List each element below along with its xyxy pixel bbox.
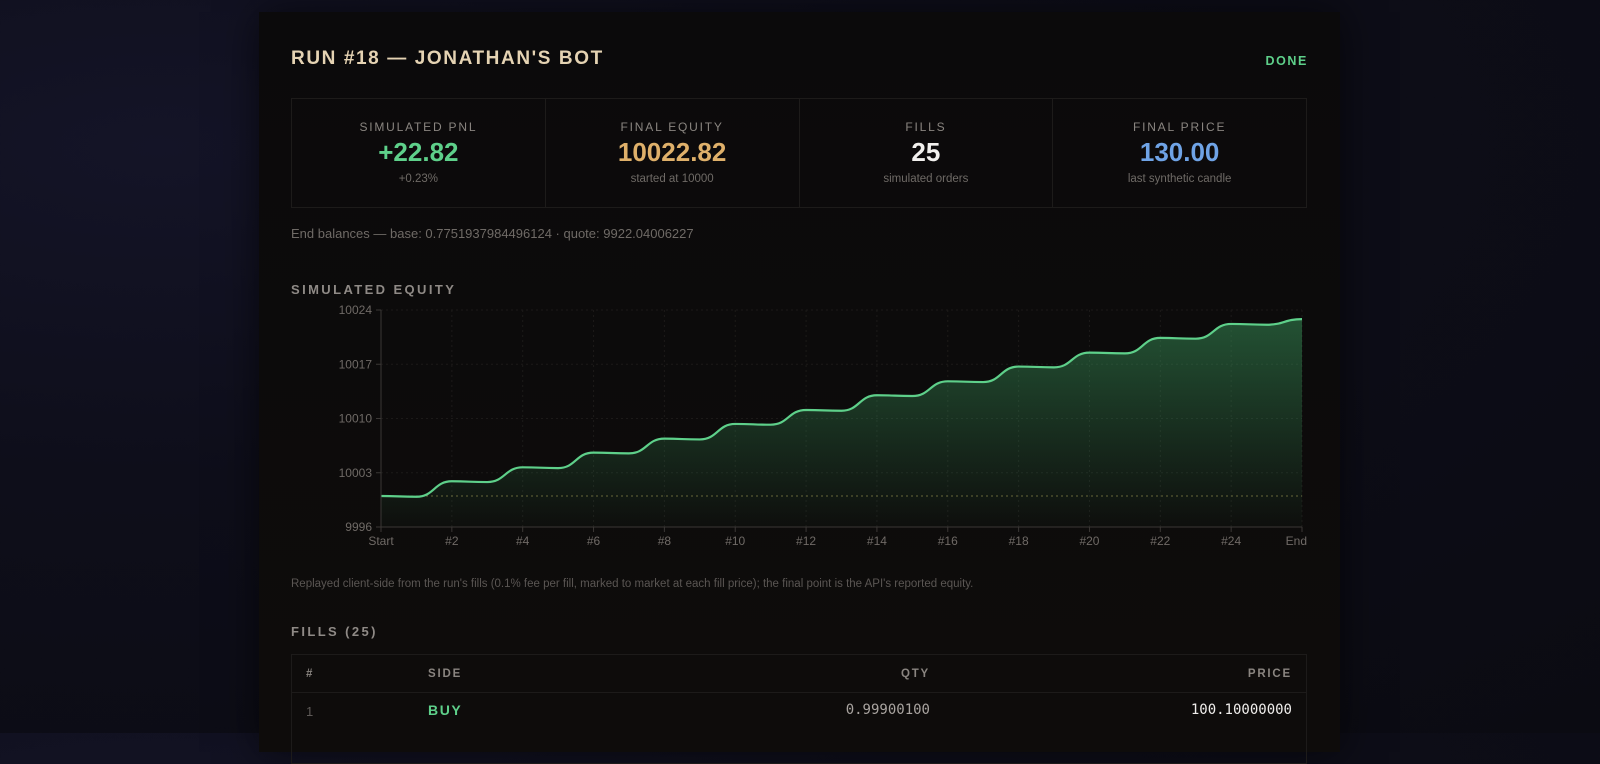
header-divider bbox=[292, 692, 1306, 693]
y-tick-label: 9996 bbox=[345, 520, 372, 534]
x-tick-label: #22 bbox=[1150, 534, 1170, 548]
x-tick-label: Start bbox=[368, 534, 394, 548]
row-index: 1 bbox=[306, 704, 314, 719]
equity-line bbox=[380, 318, 1303, 498]
stat-value: 25 bbox=[911, 137, 941, 167]
stat-label: FINAL EQUITY bbox=[620, 120, 724, 134]
x-tick-label: #16 bbox=[938, 534, 958, 548]
x-tick-label: #12 bbox=[796, 534, 816, 548]
stat-value: 10022.82 bbox=[617, 137, 727, 167]
x-tick-label: #4 bbox=[516, 534, 530, 548]
column-header-qty: QTY bbox=[900, 668, 930, 680]
stat-label: FINAL PRICE bbox=[1132, 120, 1227, 134]
row-side: BUY bbox=[428, 702, 463, 718]
stat-pnl: SIMULATED PNL +22.82 +0.23% bbox=[292, 99, 546, 207]
equity-area bbox=[381, 319, 1302, 527]
stat-value: 130.00 bbox=[1139, 137, 1220, 167]
run-panel: RUN #18 — JONATHAN'S BOT DONE SIMULATED … bbox=[259, 12, 1340, 764]
x-tick-label: #14 bbox=[867, 534, 887, 548]
stat-sub: simulated orders bbox=[883, 173, 969, 185]
y-tick-label: 10017 bbox=[339, 357, 373, 371]
column-header-price: PRICE bbox=[1247, 668, 1292, 680]
x-tick-label: #18 bbox=[1009, 534, 1029, 548]
row-qty: 0.99900100 bbox=[845, 702, 930, 718]
stat-final-equity: FINAL EQUITY 10022.82 started at 10000 bbox=[546, 99, 800, 207]
fills-section-title: FILLS (25) bbox=[291, 624, 378, 639]
x-tick-label: #10 bbox=[725, 534, 745, 548]
x-tick-label: #24 bbox=[1221, 534, 1241, 548]
x-tick-label: #2 bbox=[445, 534, 459, 548]
stat-sub: last synthetic candle bbox=[1127, 173, 1232, 185]
stat-label: SIMULATED PNL bbox=[359, 120, 478, 134]
stat-label: FILLS bbox=[905, 120, 947, 134]
stat-sub: started at 10000 bbox=[630, 173, 714, 185]
stat-fills: FILLS 25 simulated orders bbox=[800, 99, 1054, 207]
status-badge: DONE bbox=[1265, 54, 1308, 68]
x-tick-label: #20 bbox=[1079, 534, 1099, 548]
stats-grid: SIMULATED PNL +22.82 +0.23% FINAL EQUITY… bbox=[291, 98, 1307, 208]
equity-section-title: SIMULATED EQUITY bbox=[291, 282, 457, 297]
row-price: 100.10000000 bbox=[1190, 702, 1292, 718]
run-header: RUN #18 — JONATHAN'S BOT DONE bbox=[291, 48, 1308, 72]
stat-final-price: FINAL PRICE 130.00 last synthetic candle bbox=[1053, 99, 1306, 207]
x-tick-label: #8 bbox=[658, 534, 672, 548]
column-header-index: # bbox=[306, 668, 315, 680]
chart-note: Replayed client-side from the run's fill… bbox=[291, 578, 974, 590]
x-tick-label: #6 bbox=[587, 534, 601, 548]
run-title: RUN #18 — JONATHAN'S BOT bbox=[291, 48, 604, 69]
x-tick-label: End bbox=[1286, 534, 1307, 548]
stat-value: +22.82 bbox=[378, 137, 459, 167]
end-balances: End balances — base: 0.7751937984496124 … bbox=[291, 226, 694, 241]
column-header-side: SIDE bbox=[428, 668, 463, 680]
y-tick-label: 10024 bbox=[339, 303, 373, 317]
fills-table: # SIDE QTY PRICE 1 BUY 0.99900100 100.10… bbox=[291, 654, 1307, 764]
stat-sub: +0.23% bbox=[398, 173, 439, 185]
y-tick-label: 10010 bbox=[339, 412, 373, 426]
y-tick-label: 10003 bbox=[339, 466, 373, 480]
